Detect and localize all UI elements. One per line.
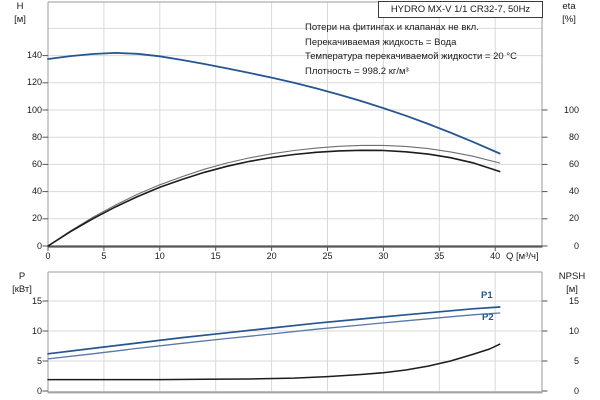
- annotation-line: Температура перекачиваемой жидкости = 20…: [305, 51, 517, 63]
- y-left-tick-label: 20: [31, 213, 42, 224]
- p2-curve: [47, 312, 501, 360]
- eta-pump-curve: [47, 144, 501, 247]
- x-tick-label: 25: [322, 250, 333, 261]
- h-axis-label: H [м]: [2, 1, 38, 26]
- npsh-axis-label: NPSH [м]: [550, 271, 594, 296]
- y-left-tick-label: 100: [26, 104, 42, 115]
- chart-title: HYDRO MX-V 1/1 CR32-7, 50Hz: [378, 1, 543, 18]
- y-left-tick-label: 80: [31, 131, 42, 142]
- npsh-axis-unit: [м]: [566, 283, 578, 295]
- y-right-tick-label: 40: [568, 186, 579, 197]
- y-left-tick-label: 5: [36, 355, 42, 366]
- y-left-tick-label: 120: [26, 77, 42, 88]
- x-tick-label: 20: [266, 250, 277, 261]
- y-right-tick-label: 20: [568, 213, 579, 224]
- q-axis-unit: Q [м³/ч]: [506, 251, 539, 262]
- eta-total-curve: [47, 149, 501, 247]
- y-left-tick-label: 60: [31, 158, 42, 169]
- x-tick-label: 0: [45, 250, 51, 261]
- x-tick-label: 30: [378, 250, 389, 261]
- eta-axis-unit: [%]: [562, 13, 576, 25]
- x-tick-label: 10: [154, 250, 165, 261]
- y-left-tick-label: 40: [31, 186, 42, 197]
- y-right-tick-label: 80: [568, 131, 579, 142]
- annotation-block: Потери на фитингах и клапанах не вкл. Пе…: [305, 21, 517, 80]
- npsh-curve: [47, 343, 501, 381]
- y-right-tick-label: 100: [563, 104, 579, 115]
- y-right-tick-label: 5: [573, 355, 579, 366]
- p-axis-symbol: P: [18, 271, 26, 282]
- y-right-tick-label: 0: [573, 385, 579, 396]
- y-right-tick-label: 60: [568, 158, 579, 169]
- p1-curve: [47, 306, 501, 355]
- h-curve: [47, 52, 501, 155]
- h-axis-unit: [м]: [14, 13, 26, 25]
- x-tick-label: 5: [101, 250, 107, 261]
- h-axis-symbol: H: [16, 1, 24, 12]
- eta-axis-symbol: eta: [562, 1, 576, 12]
- p-axis-label: P [кВт]: [2, 271, 42, 296]
- y-left-tick-label: 10: [31, 325, 42, 336]
- x-tick-label: 35: [434, 250, 445, 261]
- annotation-line: Плотность = 998.2 кг/м³: [305, 66, 409, 78]
- y-right-tick-label: 0: [573, 240, 579, 251]
- annotation-line: Перекачиваемая жидкость = Вода: [305, 36, 457, 48]
- y-left-tick-label: 0: [36, 240, 42, 251]
- eta-axis-label: eta [%]: [550, 1, 588, 26]
- annotation-line: Потери на фитингах и клапанах не вкл.: [305, 22, 479, 33]
- y-right-tick-label: 15: [568, 295, 579, 306]
- x-tick-label: 40: [490, 250, 501, 261]
- p2-curve-label: P2: [482, 312, 494, 323]
- p1-curve-label: P1: [481, 290, 493, 301]
- y-left-tick-label: 140: [26, 50, 42, 61]
- y-left-tick-label: 0: [36, 385, 42, 396]
- y-left-tick-label: 15: [31, 295, 42, 306]
- y-right-tick-label: 10: [568, 325, 579, 336]
- p-axis-unit: [кВт]: [12, 283, 32, 295]
- npsh-axis-symbol: NPSH: [558, 271, 586, 282]
- x-tick-label: 15: [210, 250, 221, 261]
